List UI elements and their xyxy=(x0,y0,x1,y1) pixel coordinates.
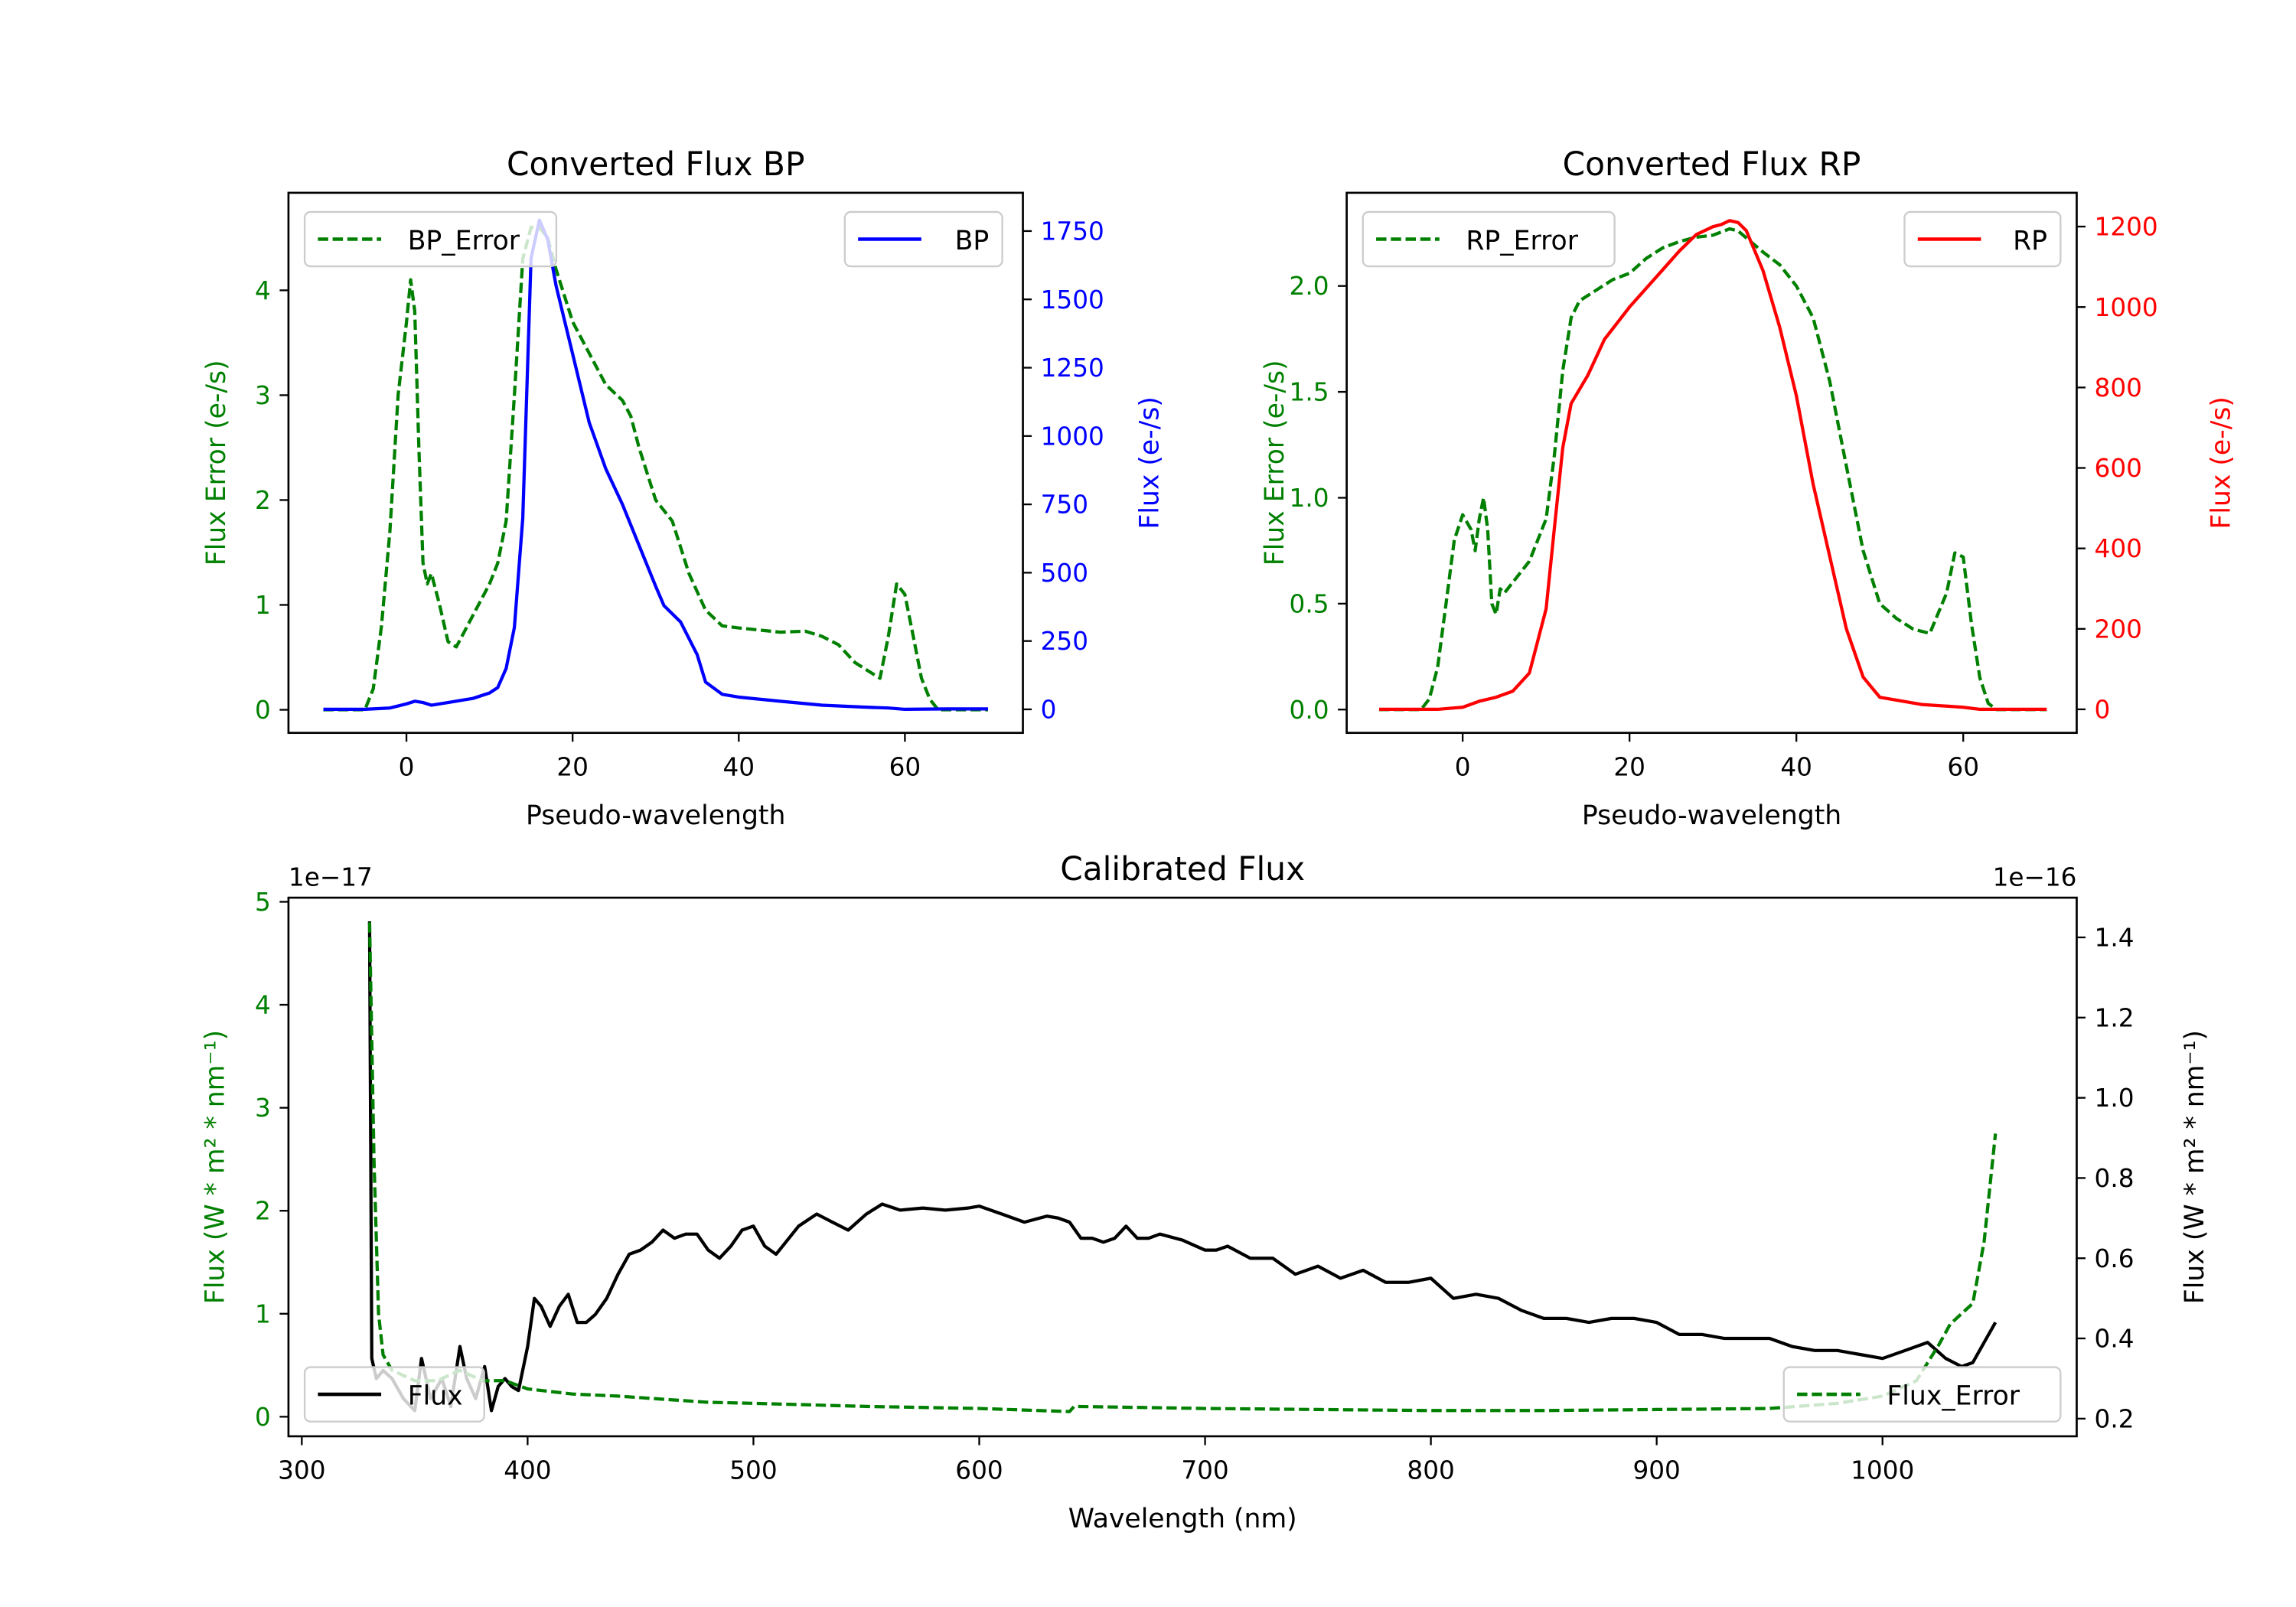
y-tick-label-right: 1.4 xyxy=(2095,923,2135,952)
x-tick-label: 300 xyxy=(278,1456,325,1485)
x-tick-label: 20 xyxy=(556,752,589,781)
y-tick-label-right: 1750 xyxy=(1041,217,1104,246)
y-tick-label-right: 1000 xyxy=(2095,293,2158,322)
legend-box xyxy=(1782,1366,2062,1423)
chart-rp: 0 20 40 60 0.0 0.5 1.0 1.5 2.0 0 200 400 600 800 1000 1… xyxy=(1260,145,2237,831)
legend-box xyxy=(1362,210,1616,268)
x-tick-label: 40 xyxy=(1780,752,1812,781)
legend-box xyxy=(303,210,558,268)
y-axis-label-right: Flux (e-/s) xyxy=(2206,396,2236,529)
chart-title: Converted Flux BP xyxy=(507,145,804,183)
axes-frame xyxy=(1345,191,2078,735)
x-axis-label: Pseudo-wavelength xyxy=(1582,800,1841,831)
series-line-bp xyxy=(323,218,988,712)
y-axis-label-left: Flux Error (e-/s) xyxy=(201,360,232,566)
y-tick-label-left: 1.0 xyxy=(1290,484,1329,513)
chart-title: Calibrated Flux xyxy=(1060,850,1305,888)
axes-frame xyxy=(287,191,1024,735)
y-tick-label-right: 750 xyxy=(1041,491,1088,520)
y-offset-label-left: 1e−17 xyxy=(289,863,373,892)
y-tick-label-right: 400 xyxy=(2095,534,2142,563)
y-tick-label-left: 3 xyxy=(255,381,271,410)
legend-flux: Flux xyxy=(303,1366,485,1423)
y-tick-label-left: 0 xyxy=(255,1403,271,1432)
y-axis-label-right: Flux (e-/s) xyxy=(1134,396,1165,529)
series-line-bp-error xyxy=(323,226,988,712)
y-tick-label-left: 1.5 xyxy=(1290,378,1329,407)
y-tick-label-left: 1 xyxy=(255,591,271,620)
y-tick-label-right: 600 xyxy=(2095,454,2142,483)
y-tick-label-right: 800 xyxy=(2095,373,2142,403)
y-tick-label-right: 200 xyxy=(2095,614,2142,644)
y-tick-label-left: 0.0 xyxy=(1290,696,1329,725)
y-tick-label-right: 0 xyxy=(2095,695,2111,724)
y-axis-label-left: Flux Error (e-/s) xyxy=(1260,360,1290,566)
legend-box xyxy=(303,1366,485,1423)
legend-label: BP xyxy=(955,226,990,256)
x-tick-label: 900 xyxy=(1632,1456,1680,1485)
y-tick-label-left: 4 xyxy=(255,276,271,305)
legend-label: BP_Error xyxy=(408,226,520,256)
x-tick-label: 20 xyxy=(1613,752,1645,781)
y-tick-label-left: 3 xyxy=(255,1094,271,1123)
x-tick-label: 60 xyxy=(889,752,921,781)
chart-title: Converted Flux RP xyxy=(1563,145,1861,183)
chart-bp: 0 20 40 600123402505007501000125015001750Co… xyxy=(201,145,1165,831)
legend-rp-error: RP_Error xyxy=(1362,210,1616,268)
x-tick-label: 0 xyxy=(1455,752,1471,781)
y-tick-label-left: 0.5 xyxy=(1290,589,1329,618)
x-tick-label: 700 xyxy=(1181,1456,1228,1485)
legend-label: RP xyxy=(2013,226,2047,256)
y-tick-label-left: 2 xyxy=(255,1197,271,1226)
x-tick-label: 1000 xyxy=(1851,1456,1914,1485)
legend-box xyxy=(843,210,1003,268)
series-line-flux xyxy=(367,921,1998,1413)
x-tick-label: 60 xyxy=(1947,752,1979,781)
y-tick-label-left: 2 xyxy=(255,486,271,515)
x-tick-label: 600 xyxy=(955,1456,1003,1485)
y-axis-label-right: Flux (W * m² * nm⁻¹) xyxy=(2180,1030,2210,1304)
axes-frame xyxy=(287,896,2078,1438)
x-tick-label: 400 xyxy=(504,1456,551,1485)
y-tick-label-right: 250 xyxy=(1041,627,1088,656)
y-tick-label-left: 5 xyxy=(255,888,271,917)
y-tick-label-right: 1250 xyxy=(1041,354,1104,383)
legend-bp-error: BP_Error xyxy=(303,210,558,268)
y-offset-label-right: 1e−16 xyxy=(1993,863,2077,892)
y-tick-label-right: 500 xyxy=(1041,559,1088,588)
y-tick-label-right: 1000 xyxy=(1041,422,1104,451)
y-tick-label-left: 1 xyxy=(255,1299,271,1328)
y-tick-label-right: 1.0 xyxy=(2095,1084,2135,1113)
legend-bp: BP xyxy=(843,210,1003,268)
series-line-rp xyxy=(1379,219,2047,712)
legend-label: Flux_Error xyxy=(1887,1381,2020,1412)
x-tick-label: 40 xyxy=(722,752,755,781)
legend-rp: RP xyxy=(1903,210,2062,268)
y-tick-label-right: 0.2 xyxy=(2095,1404,2135,1433)
x-tick-label: 500 xyxy=(729,1456,777,1485)
y-axis-label-left: Flux (W * m² * nm⁻¹) xyxy=(200,1030,230,1304)
y-tick-label-left: 2.0 xyxy=(1290,272,1329,301)
y-tick-label-right: 0.6 xyxy=(2095,1244,2135,1273)
legend-flux-error: Flux_Error xyxy=(1782,1366,2062,1423)
chart-cal: 300 400 500 600 700 800 900 1000 0 1 2 3 4 5 0.2 0.4 0.6… xyxy=(200,850,2210,1534)
x-axis-label: Wavelength (nm) xyxy=(1068,1504,1297,1534)
y-tick-label-right: 0.4 xyxy=(2095,1325,2135,1354)
y-tick-label-right: 1500 xyxy=(1041,285,1104,315)
x-tick-label: 800 xyxy=(1407,1456,1454,1485)
y-tick-label-left: 0 xyxy=(255,696,271,725)
legend-label: RP_Error xyxy=(1466,226,1578,256)
series-line-rp-error xyxy=(1379,227,2047,712)
y-tick-label-left: 4 xyxy=(255,991,271,1020)
y-tick-label-right: 1.2 xyxy=(2095,1003,2135,1032)
y-tick-label-right: 0 xyxy=(1041,696,1057,725)
x-axis-label: Pseudo-wavelength xyxy=(526,800,785,831)
legend-label: Flux xyxy=(408,1381,463,1412)
y-tick-label-right: 1200 xyxy=(2095,213,2158,242)
legend-box xyxy=(1903,210,2062,268)
y-tick-label-right: 0.8 xyxy=(2095,1164,2135,1193)
x-tick-label: 0 xyxy=(399,752,415,781)
